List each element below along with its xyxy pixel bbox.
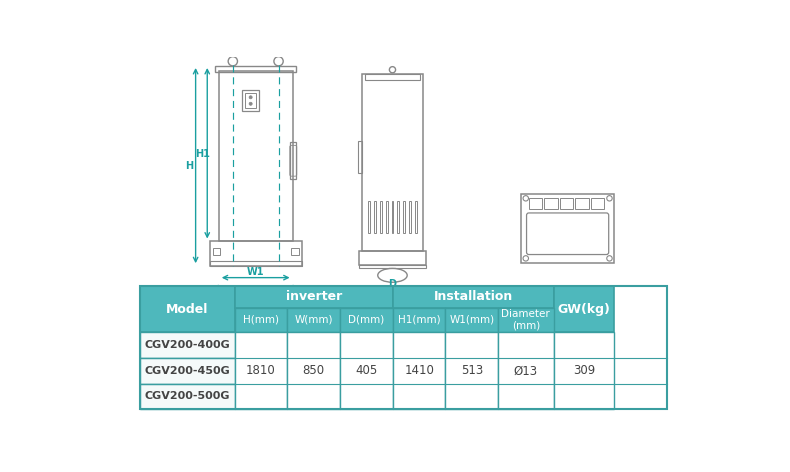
Bar — [340, 332, 393, 409]
Bar — [291, 248, 299, 255]
Bar — [521, 194, 614, 263]
Bar — [403, 201, 405, 233]
Text: CGV200-400G: CGV200-400G — [145, 340, 230, 350]
Bar — [242, 90, 259, 111]
Bar — [575, 198, 589, 209]
Bar — [358, 141, 363, 173]
Bar — [290, 142, 296, 179]
Bar — [365, 74, 419, 80]
Text: Installation: Installation — [434, 290, 513, 303]
Text: CGV200-500G: CGV200-500G — [145, 391, 230, 402]
Text: W1(mm): W1(mm) — [450, 315, 495, 325]
Bar — [288, 308, 340, 332]
Bar — [544, 198, 558, 209]
Text: 1810: 1810 — [246, 364, 276, 377]
Bar — [498, 308, 554, 332]
Bar — [446, 308, 498, 332]
Text: Diameter
(mm): Diameter (mm) — [502, 309, 550, 331]
Text: W(mm): W(mm) — [295, 315, 333, 325]
Bar — [245, 93, 256, 108]
Text: H1: H1 — [195, 149, 210, 159]
Circle shape — [249, 102, 252, 105]
Bar — [380, 201, 382, 233]
Bar — [235, 308, 288, 332]
Bar — [446, 332, 498, 409]
Bar — [209, 242, 302, 266]
Text: 405: 405 — [356, 364, 378, 377]
Bar — [529, 198, 542, 209]
Bar — [235, 332, 288, 409]
Bar — [397, 201, 399, 233]
Bar — [415, 201, 416, 233]
Bar — [498, 332, 554, 409]
Bar — [340, 308, 393, 332]
Text: CGV200-450G: CGV200-450G — [145, 366, 230, 376]
Bar — [393, 308, 446, 332]
Text: 309: 309 — [573, 364, 595, 377]
Bar — [219, 70, 292, 242]
Bar — [140, 384, 235, 409]
Bar — [140, 358, 235, 384]
Bar — [591, 198, 604, 209]
Bar — [554, 286, 614, 332]
Text: H1(mm): H1(mm) — [398, 315, 441, 325]
Bar — [140, 332, 235, 358]
Text: W1: W1 — [247, 267, 265, 277]
Bar — [386, 201, 388, 233]
Text: inverter: inverter — [286, 290, 342, 303]
Bar — [359, 264, 426, 269]
Bar — [235, 286, 393, 308]
Bar — [140, 286, 235, 332]
Text: Model: Model — [166, 303, 209, 316]
Bar — [368, 201, 371, 233]
Text: D: D — [389, 279, 397, 289]
Text: 513: 513 — [461, 364, 483, 377]
Circle shape — [249, 96, 252, 99]
Bar — [409, 201, 411, 233]
Bar — [213, 248, 220, 255]
Bar — [363, 74, 423, 251]
Text: H(mm): H(mm) — [243, 315, 279, 325]
Bar — [359, 251, 426, 264]
Bar — [215, 66, 296, 72]
Text: H: H — [186, 161, 194, 171]
Text: W: W — [250, 288, 261, 298]
Bar — [374, 201, 376, 233]
Bar — [393, 332, 446, 409]
Bar — [560, 198, 573, 209]
Text: D(mm): D(mm) — [348, 315, 385, 325]
Bar — [140, 286, 667, 409]
Bar — [554, 332, 614, 409]
Bar — [288, 332, 340, 409]
Text: GW(kg): GW(kg) — [558, 303, 610, 316]
Text: Ø13: Ø13 — [514, 364, 538, 377]
Text: 1410: 1410 — [404, 364, 434, 377]
Bar — [392, 201, 393, 233]
Text: 850: 850 — [303, 364, 325, 377]
Bar — [209, 261, 302, 266]
Bar — [393, 286, 554, 308]
